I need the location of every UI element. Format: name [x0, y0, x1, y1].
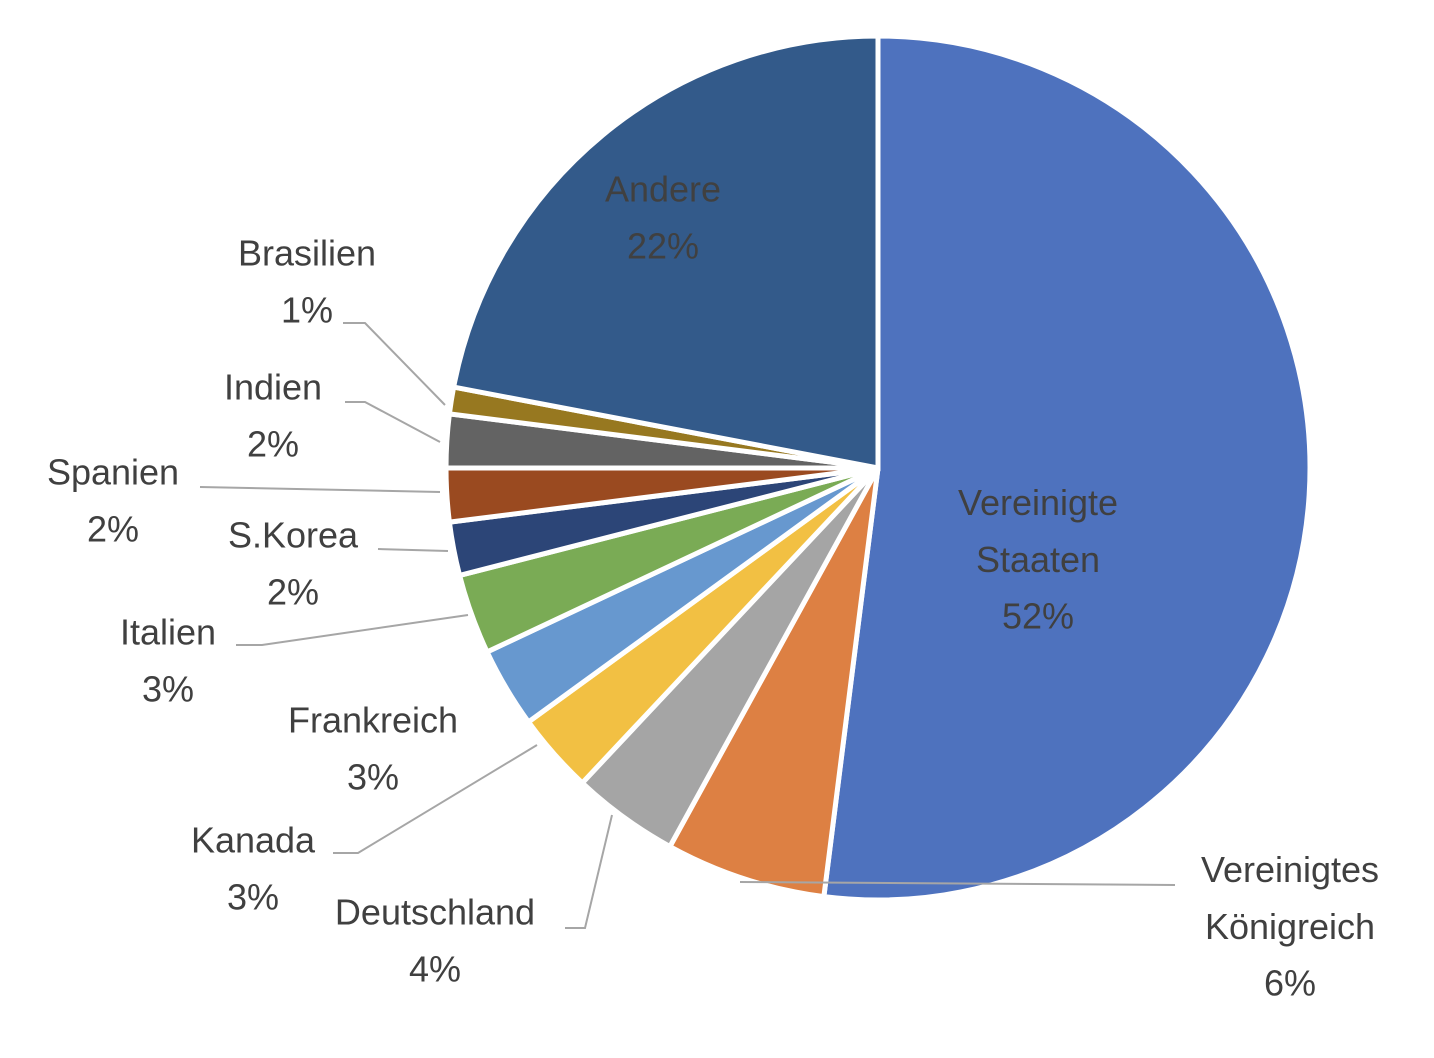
leader-line [343, 322, 446, 406]
slice-label: Indien [224, 367, 322, 408]
leader-line [739, 881, 1176, 886]
slice-label: S.Korea [228, 515, 359, 556]
slice-value-label: 3% [347, 757, 399, 798]
leader-line [377, 548, 449, 552]
pie-slice [450, 33, 881, 472]
leader-line [565, 814, 613, 929]
leader-line [236, 614, 469, 646]
leader-line [345, 401, 441, 443]
slice-label: Spanien [47, 452, 179, 493]
slice-label: Deutschland [335, 892, 535, 933]
slice-value-label: 2% [267, 572, 319, 613]
slice-label: Vereinigte Staaten [958, 482, 1118, 580]
slice-value-label: 1% [281, 290, 333, 331]
slice-label: Kanada [191, 820, 316, 861]
slice-value-label: 6% [1264, 963, 1316, 1004]
slice-value-label: 3% [227, 877, 279, 918]
slice-value-label: 52% [1002, 596, 1074, 637]
slice-value-label: 22% [627, 226, 699, 267]
slice-label: Frankreich [288, 700, 458, 741]
slice-label: Brasilien [238, 233, 376, 274]
slice-value-label: 3% [142, 669, 194, 710]
leader-line [199, 486, 441, 493]
slice-label: Italien [120, 612, 216, 653]
slice-value-label: 2% [87, 509, 139, 550]
pie-slice [821, 33, 1313, 903]
pie-slice [666, 466, 881, 900]
slice-label: Vereinigtes Königreich [1201, 849, 1379, 947]
slice-value-label: 4% [409, 949, 461, 990]
slice-value-label: 2% [247, 424, 299, 465]
slice-label: Andere [605, 169, 721, 210]
leader-line [333, 744, 538, 854]
